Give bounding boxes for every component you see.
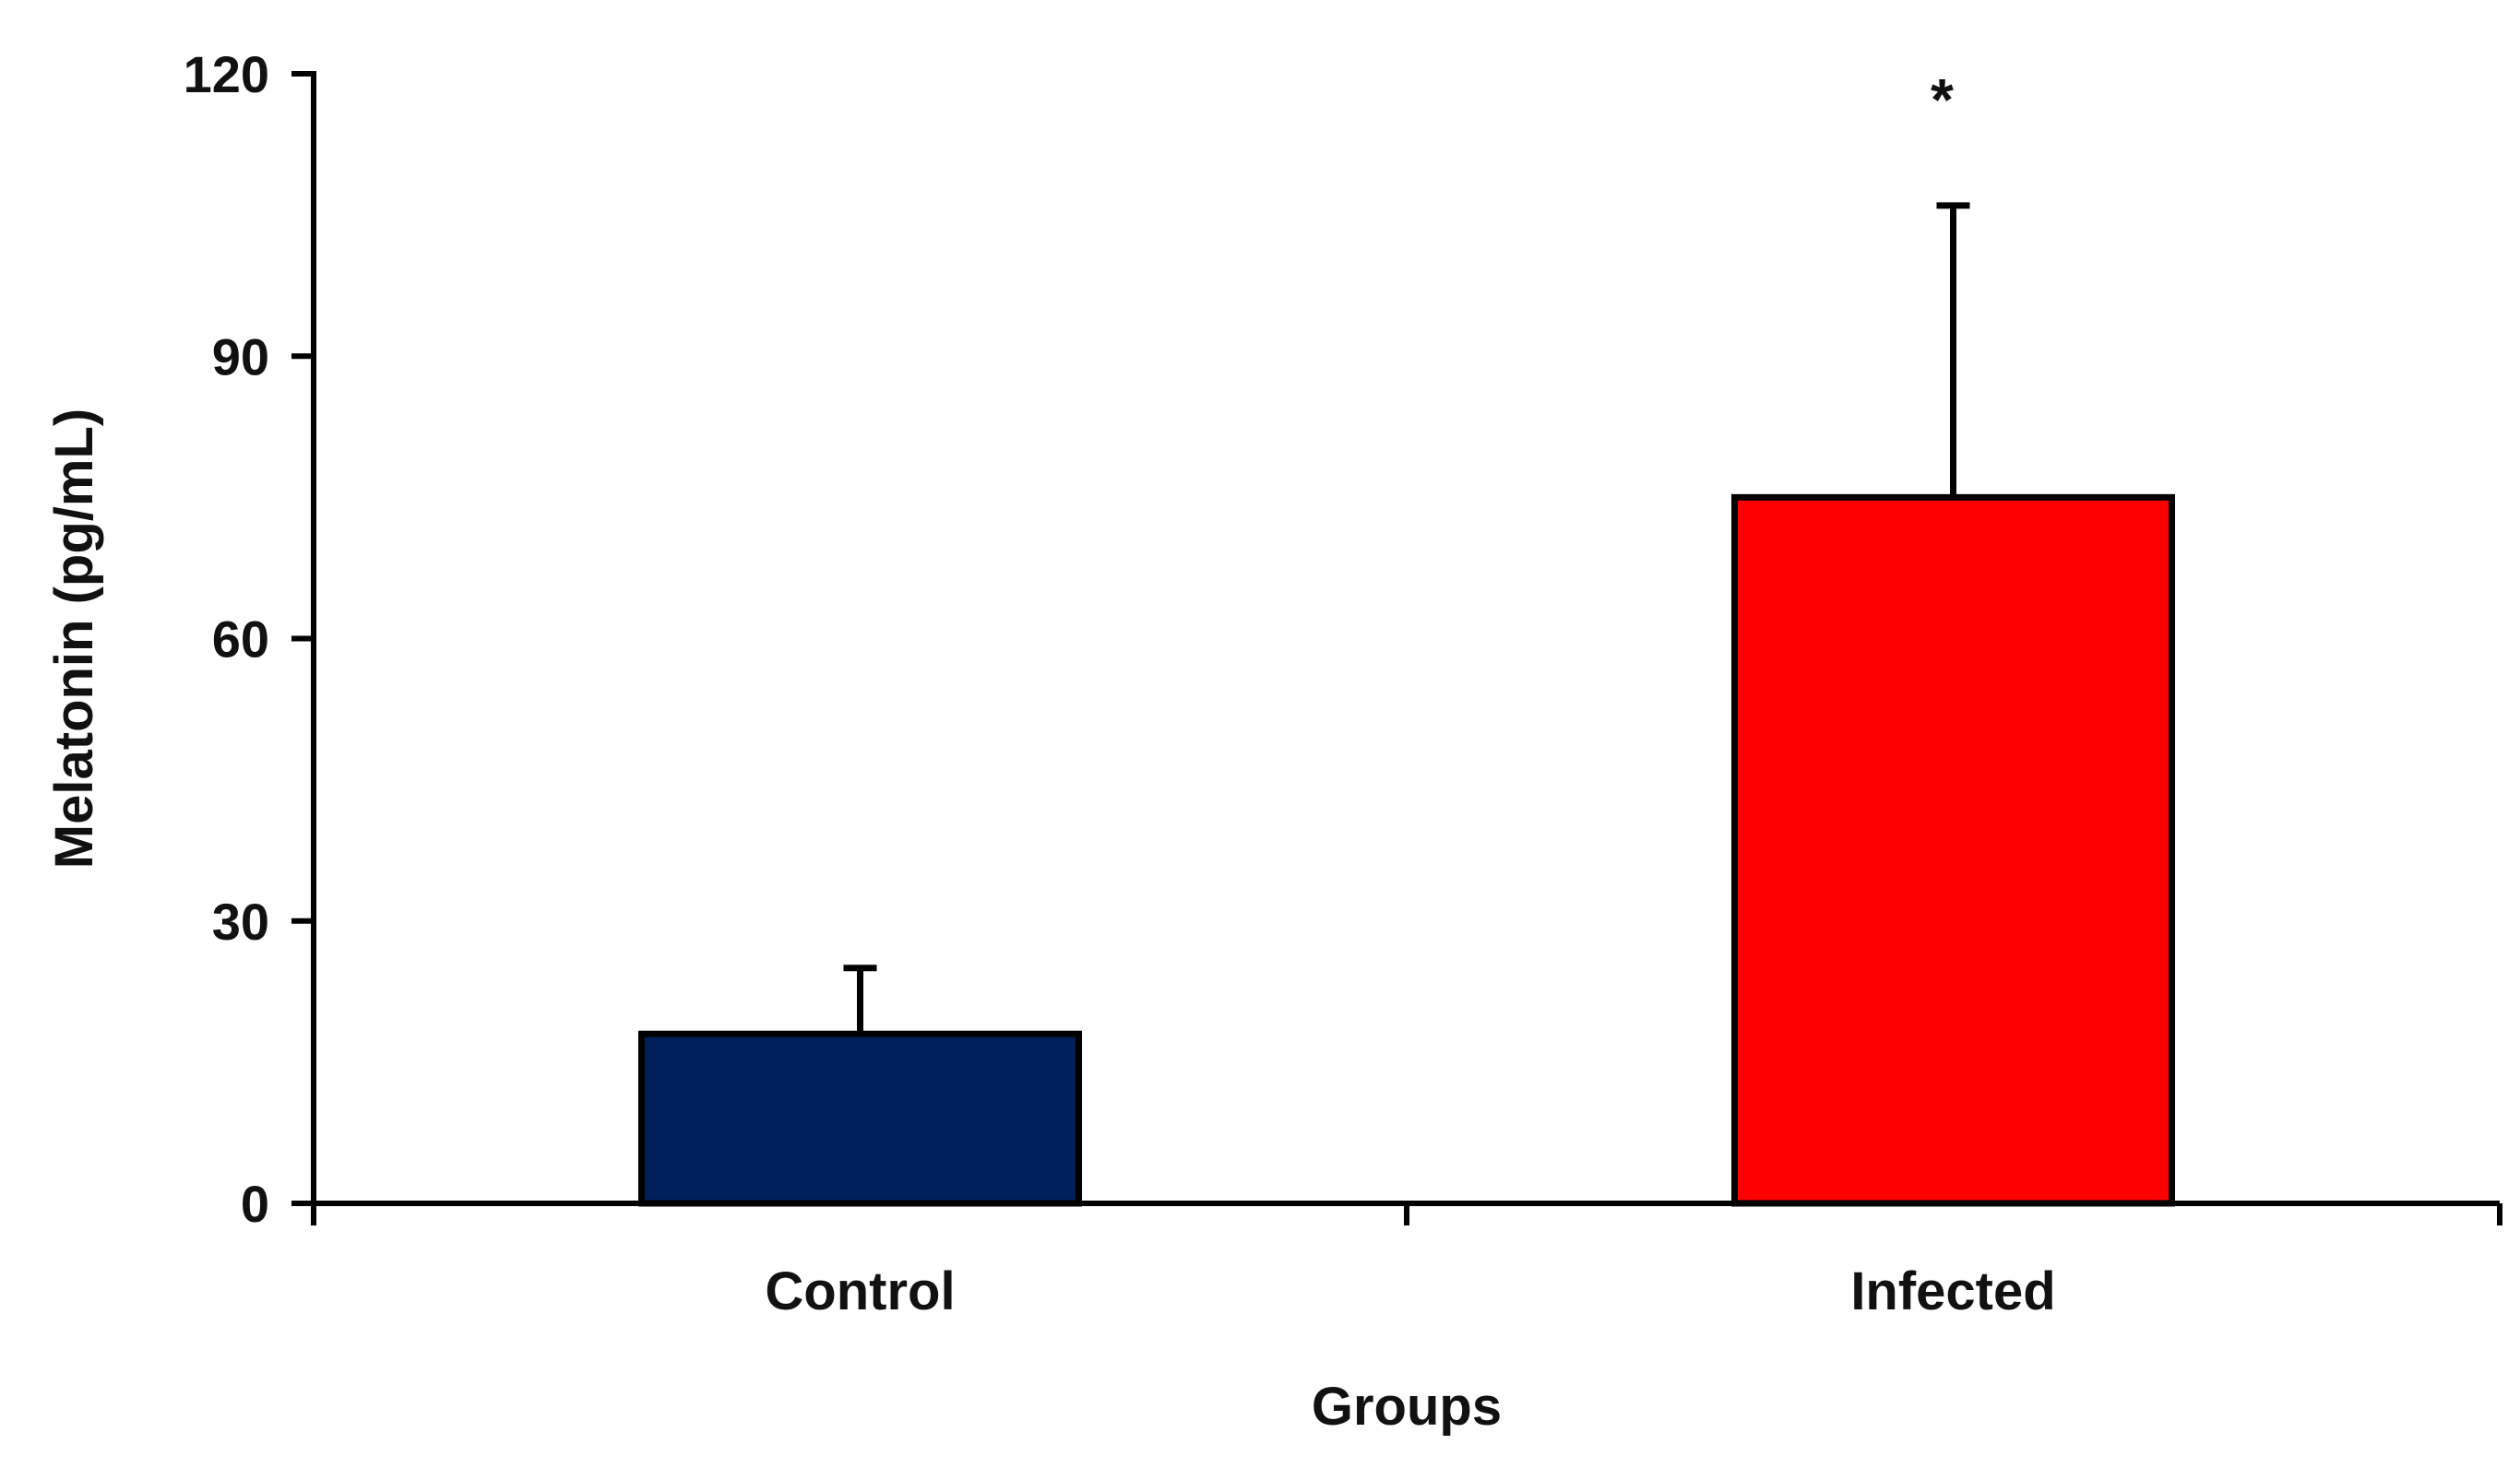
y-tick-label: 90 (212, 327, 269, 385)
x-tick-label-infected: Infected (1850, 1261, 2055, 1321)
significance-marker: * (1931, 66, 1954, 133)
bar-control (638, 1030, 1082, 1207)
x-tick-label-control: Control (765, 1261, 955, 1321)
y-tick-label: 30 (212, 893, 269, 951)
error-bars-layer (843, 202, 1970, 1035)
y-tick-label: 0 (241, 1175, 269, 1233)
bar-infected (1731, 493, 2175, 1207)
x-axis-title: Groups (1312, 1377, 1502, 1437)
y-tick-label: 60 (212, 610, 269, 669)
y-axis-title: Melatonin (pg/mL) (44, 408, 104, 869)
y-tick-label: 120 (184, 45, 269, 103)
bars-layer (638, 493, 2175, 1207)
ticks-layer (291, 71, 2502, 1225)
labels-layer: 0 30 60 90 120 Control Infected * (184, 45, 2056, 1321)
